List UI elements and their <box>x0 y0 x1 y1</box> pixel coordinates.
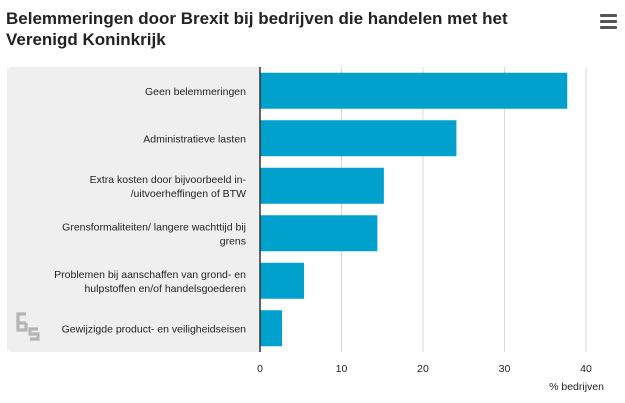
bar <box>260 310 283 347</box>
category-label: Administratieve lasten <box>143 133 246 145</box>
x-tick-label: 40 <box>580 363 592 375</box>
chart-title: Belemmeringen door Brexit bij bedrijven … <box>6 9 508 49</box>
bar <box>260 262 305 299</box>
category-label: Problemen bij aanschaffen van grond- en h… <box>54 269 246 295</box>
category-label-panel <box>7 67 260 352</box>
x-tick-label: 20 <box>417 363 429 375</box>
cbs-logo-icon <box>16 312 40 341</box>
x-axis-label: % bedrijven <box>549 381 604 393</box>
category-label: Grensformaliteiten/ langere wachttijd bi… <box>62 221 246 247</box>
hamburger-menu-icon[interactable] <box>600 14 617 29</box>
category-label: Extra kosten door bijvoorbeeld in-/uitvo… <box>90 174 247 200</box>
x-tick-label: 30 <box>499 363 511 375</box>
bar <box>260 120 457 157</box>
bar <box>260 167 384 204</box>
x-tick-label: 0 <box>257 363 263 375</box>
category-label: Geen belemmeringen <box>145 86 246 98</box>
category-label: Gewijzigde product- en veiligheidseisen <box>62 323 247 335</box>
bar <box>260 215 378 252</box>
bar <box>260 72 568 109</box>
x-tick-label: 10 <box>336 363 348 375</box>
